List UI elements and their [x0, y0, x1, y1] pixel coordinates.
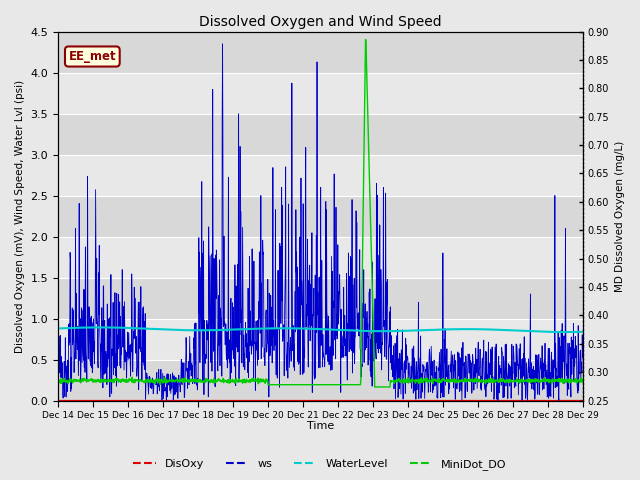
X-axis label: Time: Time — [307, 421, 334, 432]
Bar — [58, 360, 583, 401]
Bar — [58, 32, 583, 72]
Bar — [58, 277, 583, 319]
Bar — [58, 319, 583, 360]
Y-axis label: MD Dissolved Oxygen (mg/L): MD Dissolved Oxygen (mg/L) — [615, 141, 625, 292]
Bar — [58, 114, 583, 155]
Text: EE_met: EE_met — [68, 50, 116, 63]
Bar — [58, 195, 583, 237]
Bar — [58, 237, 583, 277]
Title: Dissolved Oxygen and Wind Speed: Dissolved Oxygen and Wind Speed — [199, 15, 442, 29]
Y-axis label: Dissolved Oxygen (mV), Wind Speed, Water Lvl (psi): Dissolved Oxygen (mV), Wind Speed, Water… — [15, 80, 25, 353]
Bar — [58, 72, 583, 114]
Legend: DisOxy, ws, WaterLevel, MiniDot_DO: DisOxy, ws, WaterLevel, MiniDot_DO — [129, 455, 511, 474]
Bar — [58, 155, 583, 195]
